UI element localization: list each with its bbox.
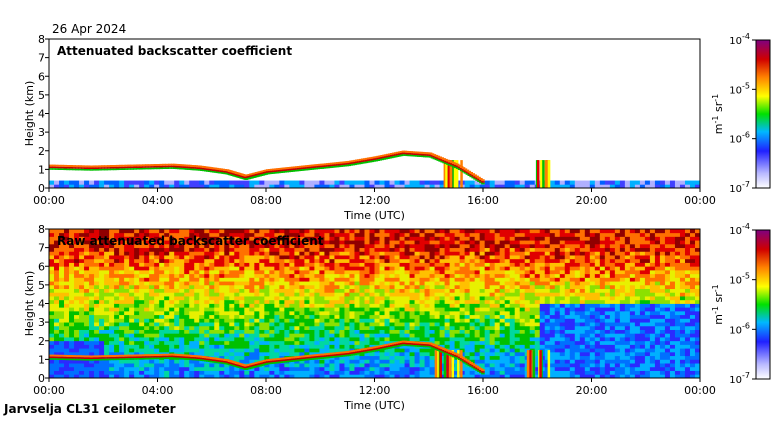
y-tick-label: 2: [38, 145, 45, 158]
y-tick-label: 4: [38, 108, 45, 121]
colorbar-unit-label: m-1 sr-1: [711, 94, 725, 134]
colorbar-tick-label: 10-6: [729, 131, 750, 146]
x-axis-label: Time (UTC): [343, 209, 405, 222]
y-tick-label: 2: [38, 335, 45, 348]
plot-area: [49, 39, 700, 188]
y-tick-label: 7: [38, 52, 45, 65]
colorbar: [756, 230, 770, 379]
colorbar-tick-label: 10-4: [729, 32, 750, 47]
panel-2: Raw attenuated backscatter coefficient00…: [23, 222, 770, 412]
colorbar-tick-label: 10-4: [729, 222, 750, 237]
station-label: Jarvselja CL31 ceilometer: [3, 402, 176, 416]
x-tick-label: 12:00: [359, 194, 391, 207]
x-tick-label: 12:00: [359, 384, 391, 397]
x-tick-label: 08:00: [250, 194, 282, 207]
y-tick-label: 0: [38, 372, 45, 385]
x-tick-label: 00:00: [33, 384, 65, 397]
x-tick-label: 20:00: [576, 384, 608, 397]
date-label: 26 Apr 2024: [52, 22, 126, 36]
colorbar-tick-label: 10-6: [729, 321, 750, 336]
y-axis-label: Height (km): [23, 271, 36, 337]
colorbar-unit-label: m-1 sr-1: [711, 284, 725, 324]
x-tick-label: 00:00: [684, 384, 716, 397]
colorbar-tick-label: 10-5: [729, 272, 750, 287]
x-tick-label: 08:00: [250, 384, 282, 397]
y-tick-label: 6: [38, 70, 45, 83]
y-tick-label: 7: [38, 242, 45, 255]
y-tick-label: 5: [38, 279, 45, 292]
x-tick-label: 00:00: [684, 194, 716, 207]
colorbar: [756, 40, 770, 188]
y-tick-label: 0: [38, 182, 45, 195]
x-axis-label: Time (UTC): [343, 399, 405, 412]
x-tick-label: 04:00: [142, 384, 174, 397]
colorbar-tick-label: 10-7: [729, 371, 750, 386]
y-axis-label: Height (km): [23, 81, 36, 147]
y-tick-label: 4: [38, 298, 45, 311]
panel-title: Attenuated backscatter coefficient: [57, 44, 292, 58]
colorbar-tick-label: 10-5: [729, 81, 750, 96]
plot-area: [49, 229, 700, 378]
x-tick-label: 20:00: [576, 194, 608, 207]
panel-title: Raw attenuated backscatter coefficient: [57, 234, 324, 248]
y-tick-label: 1: [38, 163, 45, 176]
y-tick-label: 1: [38, 353, 45, 366]
x-tick-label: 00:00: [33, 194, 65, 207]
y-tick-label: 5: [38, 89, 45, 102]
x-tick-label: 16:00: [467, 194, 499, 207]
x-tick-label: 04:00: [142, 194, 174, 207]
y-tick-label: 3: [38, 126, 45, 139]
y-tick-label: 8: [38, 33, 45, 46]
y-tick-label: 8: [38, 223, 45, 236]
colorbar-tick-label: 10-7: [729, 180, 750, 195]
x-tick-label: 16:00: [467, 384, 499, 397]
y-tick-label: 6: [38, 260, 45, 273]
y-tick-label: 3: [38, 316, 45, 329]
